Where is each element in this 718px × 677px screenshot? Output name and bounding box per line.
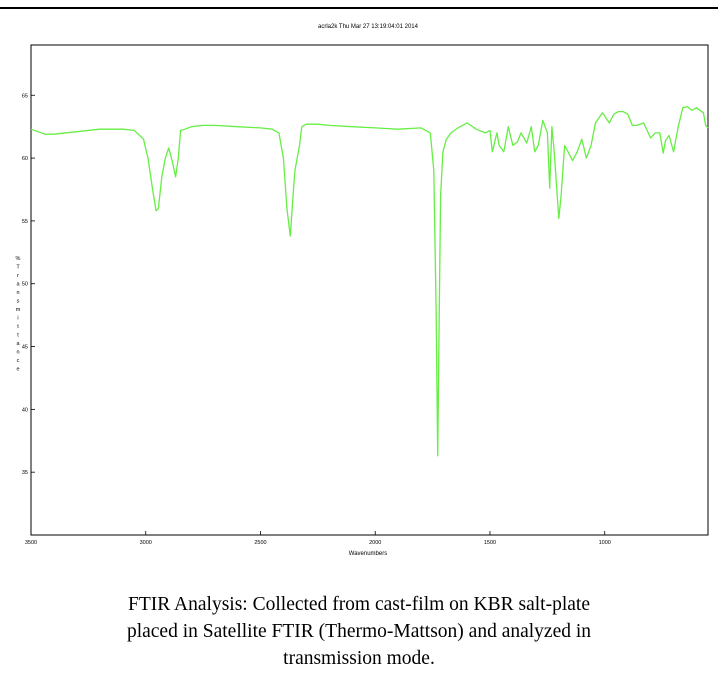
caption-line-3: transmission mode. bbox=[283, 648, 435, 669]
x-tick-label: 2500 bbox=[254, 540, 266, 546]
y-tick-label: 65 bbox=[22, 93, 28, 99]
y-tick-label: 55 bbox=[22, 219, 28, 225]
x-tick-label: 3500 bbox=[25, 540, 37, 546]
y-axis-label-char: s bbox=[17, 298, 20, 304]
caption-line-2: placed in Satellite FTIR (Thermo-Mattson… bbox=[126, 621, 592, 642]
y-axis-label-char: c bbox=[17, 358, 20, 364]
y-tick-label: 45 bbox=[22, 345, 28, 351]
caption-line-1: FTIR Analysis: Collected from cast-film … bbox=[128, 594, 590, 615]
y-axis-label-char: a bbox=[16, 341, 20, 347]
x-tick-label: 1500 bbox=[484, 540, 496, 546]
y-tick-label: 40 bbox=[22, 407, 28, 413]
y-tick-label: 60 bbox=[22, 156, 28, 162]
y-axis-label-char: n bbox=[16, 349, 19, 355]
y-tick-label: 35 bbox=[22, 470, 28, 476]
y-axis-ticks: 35 40 45 50 55 60 65 bbox=[22, 93, 35, 476]
x-axis-ticks: 3500 3000 2500 2000 1500 1000 bbox=[25, 531, 611, 546]
y-axis-label-char: T bbox=[16, 264, 20, 270]
chart-title: acrla2k Thu Mar 27 13:19:04:01 2014 bbox=[318, 24, 419, 30]
x-axis-label: Wavenumbers bbox=[349, 551, 387, 557]
plot-frame bbox=[30, 44, 709, 536]
y-axis-label-char: i bbox=[17, 315, 18, 321]
y-axis-label-char: m bbox=[16, 307, 21, 313]
y-axis-label-char: % bbox=[16, 256, 21, 262]
x-tick-label: 2000 bbox=[369, 540, 381, 546]
spectrum-series bbox=[30, 105, 709, 457]
plot-border bbox=[30, 44, 709, 536]
y-axis-label-char: a bbox=[16, 281, 20, 287]
y-axis-label-char: e bbox=[16, 366, 19, 372]
y-axis-label-char: r bbox=[17, 273, 19, 279]
x-tick-label: 3000 bbox=[140, 540, 152, 546]
y-axis-label-char: n bbox=[16, 290, 19, 296]
figure-caption: FTIR Analysis: Collected from cast-film … bbox=[20, 591, 698, 672]
top-rule bbox=[0, 7, 718, 9]
spectrum-line bbox=[30, 105, 709, 457]
y-tick-label: 50 bbox=[22, 282, 28, 288]
x-tick-label: 1000 bbox=[599, 540, 611, 546]
y-axis-label-char: t bbox=[17, 332, 19, 338]
ftir-spectrum-chart: acrla2k Thu Mar 27 13:19:04:01 2014 35 40… bbox=[16, 24, 709, 557]
y-axis-label-char: t bbox=[17, 324, 19, 330]
